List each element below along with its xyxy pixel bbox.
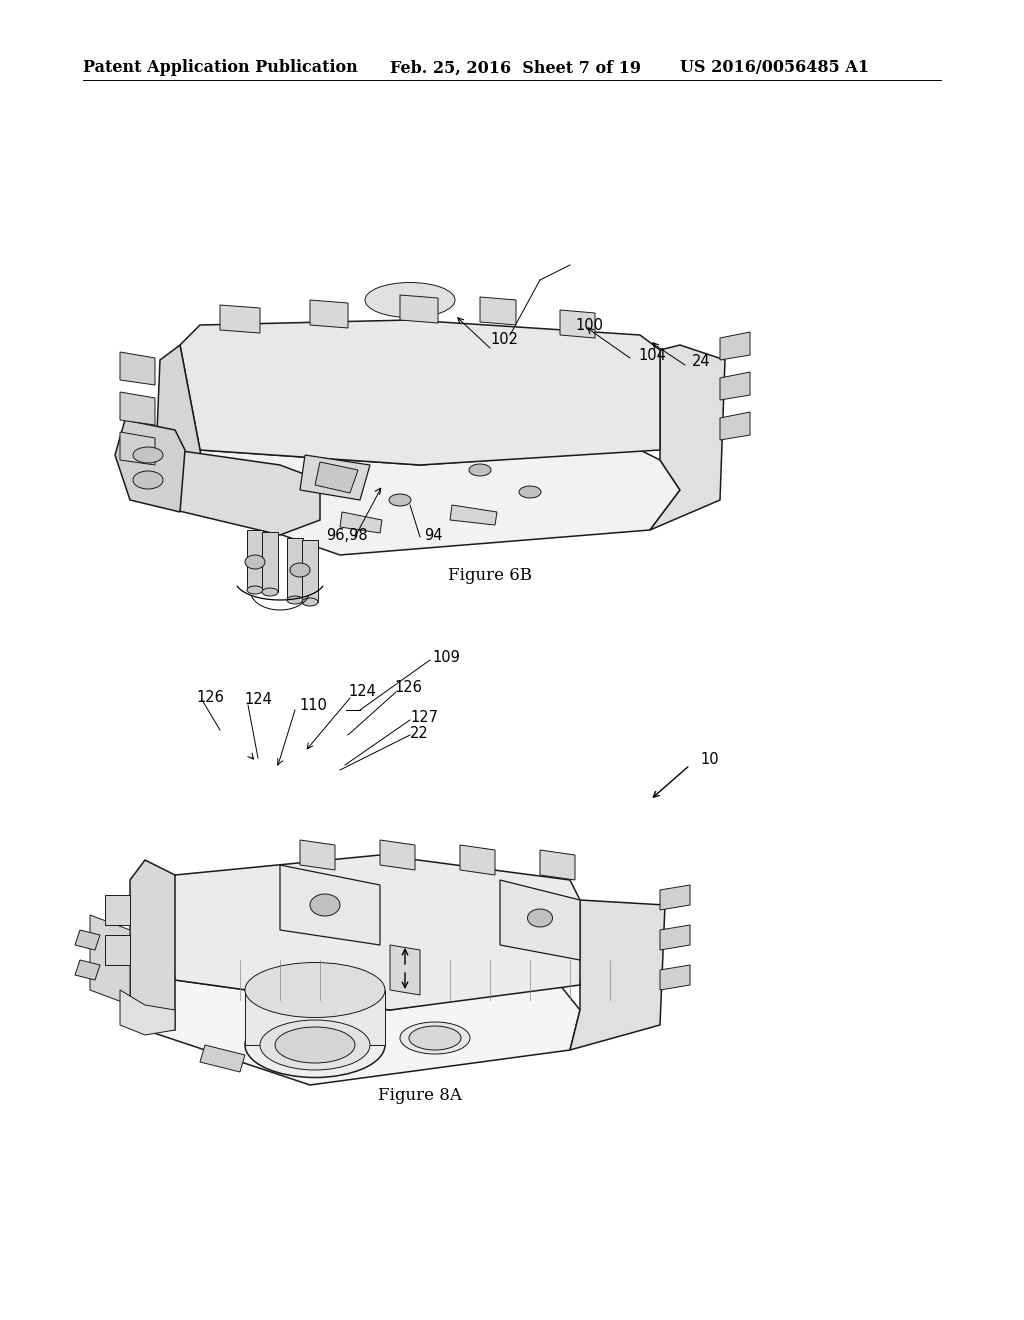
Polygon shape — [560, 310, 595, 338]
Text: Figure 6B: Figure 6B — [449, 566, 532, 583]
Polygon shape — [247, 531, 263, 590]
Polygon shape — [245, 990, 385, 1045]
Polygon shape — [400, 294, 438, 323]
Polygon shape — [75, 931, 100, 950]
Text: 126: 126 — [394, 681, 422, 696]
Polygon shape — [540, 850, 575, 880]
Ellipse shape — [247, 586, 263, 594]
Polygon shape — [500, 880, 580, 960]
Text: 104: 104 — [638, 347, 666, 363]
Ellipse shape — [290, 564, 310, 577]
Ellipse shape — [527, 909, 553, 927]
Ellipse shape — [365, 282, 455, 318]
Polygon shape — [75, 960, 100, 979]
Ellipse shape — [469, 465, 490, 477]
Ellipse shape — [287, 597, 303, 605]
Polygon shape — [262, 532, 278, 591]
Polygon shape — [570, 900, 665, 1049]
Polygon shape — [720, 412, 750, 440]
Polygon shape — [120, 352, 155, 385]
Text: 102: 102 — [490, 333, 518, 347]
Text: 96,98: 96,98 — [326, 528, 368, 543]
Polygon shape — [390, 945, 420, 995]
Text: 100: 100 — [575, 318, 603, 333]
Polygon shape — [120, 990, 175, 1035]
Polygon shape — [165, 855, 580, 1010]
Polygon shape — [720, 333, 750, 360]
Polygon shape — [460, 845, 495, 875]
Ellipse shape — [245, 962, 385, 1018]
Ellipse shape — [133, 471, 163, 488]
Polygon shape — [130, 861, 175, 1030]
Polygon shape — [340, 512, 382, 533]
Polygon shape — [660, 965, 690, 990]
Polygon shape — [120, 432, 155, 465]
Text: 126: 126 — [196, 690, 224, 705]
Polygon shape — [300, 455, 370, 500]
Text: 109: 109 — [432, 651, 460, 665]
Polygon shape — [280, 865, 380, 945]
Polygon shape — [310, 300, 348, 327]
Polygon shape — [115, 420, 185, 512]
Text: 124: 124 — [348, 685, 376, 700]
Ellipse shape — [275, 1027, 355, 1063]
Ellipse shape — [310, 894, 340, 916]
Text: 94: 94 — [424, 528, 442, 543]
Text: 124: 124 — [244, 693, 272, 708]
Polygon shape — [450, 506, 497, 525]
Polygon shape — [315, 462, 358, 492]
Ellipse shape — [389, 494, 411, 506]
Text: 22: 22 — [410, 726, 429, 741]
Polygon shape — [650, 345, 725, 531]
Ellipse shape — [262, 587, 278, 597]
Ellipse shape — [260, 1020, 370, 1071]
Ellipse shape — [245, 554, 265, 569]
Text: Figure 8A: Figure 8A — [378, 1086, 462, 1104]
Ellipse shape — [409, 1026, 461, 1049]
Polygon shape — [380, 840, 415, 870]
Polygon shape — [155, 345, 210, 510]
Polygon shape — [660, 884, 690, 909]
Polygon shape — [145, 979, 580, 1085]
Ellipse shape — [245, 1012, 385, 1077]
Ellipse shape — [519, 486, 541, 498]
Polygon shape — [105, 935, 130, 965]
Polygon shape — [90, 915, 130, 1005]
Polygon shape — [660, 925, 690, 950]
Polygon shape — [302, 540, 318, 602]
Text: Feb. 25, 2016  Sheet 7 of 19: Feb. 25, 2016 Sheet 7 of 19 — [390, 59, 641, 77]
Polygon shape — [300, 840, 335, 870]
Polygon shape — [120, 392, 155, 425]
Polygon shape — [200, 1045, 245, 1072]
Text: 110: 110 — [299, 698, 327, 714]
Text: US 2016/0056485 A1: US 2016/0056485 A1 — [680, 59, 869, 77]
Polygon shape — [287, 539, 303, 601]
Text: Patent Application Publication: Patent Application Publication — [83, 59, 357, 77]
Ellipse shape — [400, 1022, 470, 1053]
Text: 10: 10 — [700, 752, 719, 767]
Polygon shape — [175, 450, 319, 535]
Text: 127: 127 — [410, 710, 438, 726]
Ellipse shape — [133, 447, 163, 463]
Polygon shape — [220, 305, 260, 333]
Text: 24: 24 — [692, 355, 711, 370]
Polygon shape — [720, 372, 750, 400]
Polygon shape — [200, 450, 680, 554]
Polygon shape — [105, 895, 130, 925]
Ellipse shape — [302, 598, 318, 606]
Polygon shape — [180, 319, 660, 465]
Polygon shape — [480, 297, 516, 325]
Ellipse shape — [329, 474, 351, 486]
